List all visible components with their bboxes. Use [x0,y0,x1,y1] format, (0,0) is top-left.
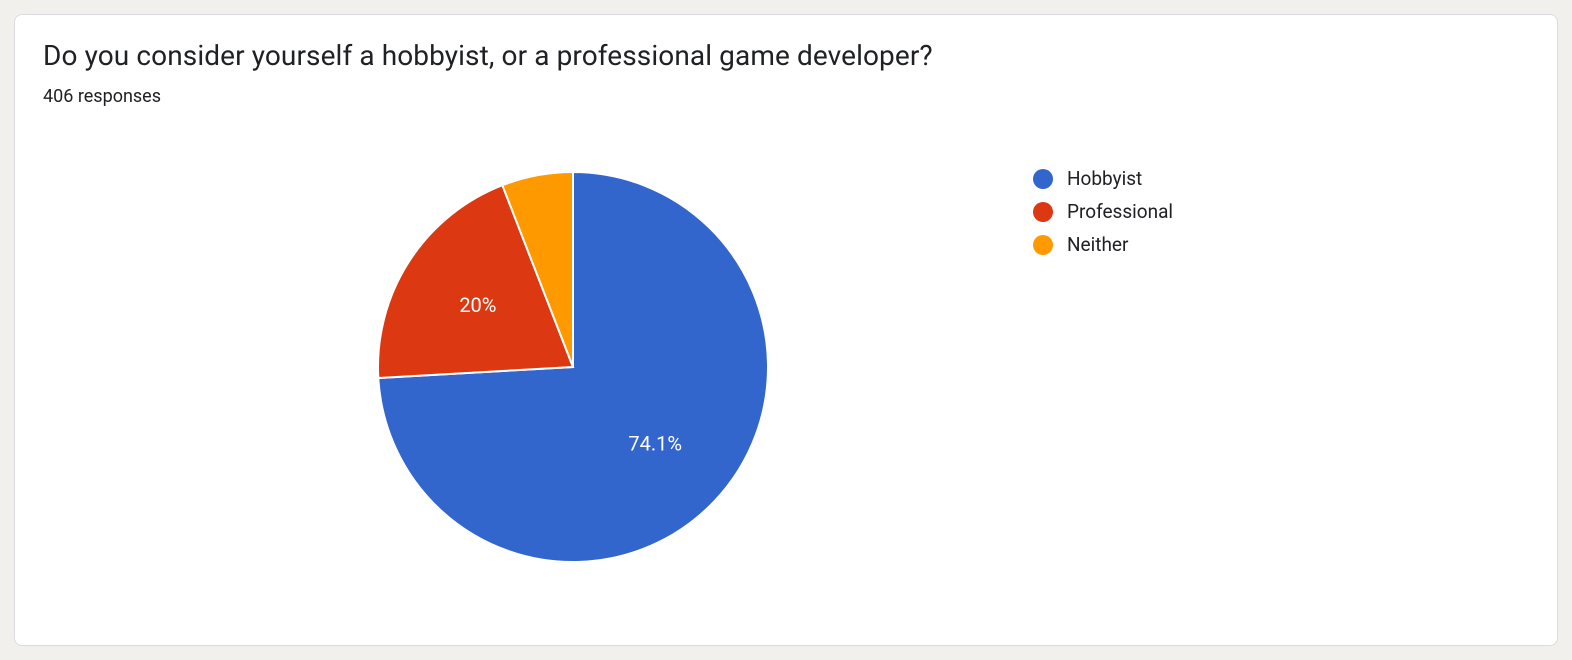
chart-area: 74.1% 20% Hobbyist Professional Neither [43,167,1529,571]
legend-label: Professional [1067,200,1173,223]
legend-label: Neither [1067,233,1128,256]
legend-item-neither[interactable]: Neither [1033,233,1173,256]
legend-swatch-icon [1033,169,1053,189]
pie-slice-label-professional: 20% [459,293,496,317]
legend-item-professional[interactable]: Professional [1033,200,1173,223]
legend-label: Hobbyist [1067,167,1142,190]
response-count: 406 responses [43,86,1529,107]
legend-item-hobbyist[interactable]: Hobbyist [1033,167,1173,190]
chart-card: Do you consider yourself a hobbyist, or … [14,14,1558,646]
pie-slice-label-hobbyist: 74.1% [628,432,682,456]
pie-chart: 74.1% 20% [373,167,773,567]
legend: Hobbyist Professional Neither [1033,167,1173,266]
legend-swatch-icon [1033,202,1053,222]
pie-chart-container: 74.1% 20% [373,167,773,571]
question-title: Do you consider yourself a hobbyist, or … [43,39,1529,72]
legend-swatch-icon [1033,235,1053,255]
